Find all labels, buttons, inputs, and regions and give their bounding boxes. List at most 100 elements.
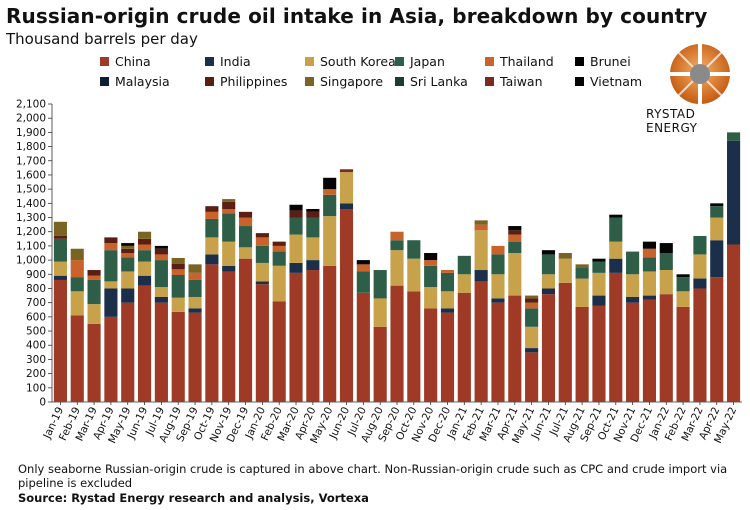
- y-tick-label: 500: [26, 326, 46, 338]
- legend-swatch: [100, 57, 109, 66]
- chart-note: Only seaborne Russian-origin crude is ca…: [18, 462, 728, 490]
- bar-segment-japan: [676, 277, 690, 292]
- bar-segment-vietnam: [323, 177, 337, 190]
- bar-segment-thailand: [508, 234, 522, 242]
- bar-segment-japan: [407, 240, 421, 259]
- bar-segment-philippines: [154, 248, 168, 255]
- bar-segment-philippines: [137, 238, 152, 245]
- bar-segment-thailand: [272, 245, 286, 252]
- bar-segment-china: [154, 302, 168, 402]
- bar-segment-japan: [53, 238, 67, 262]
- bar-segment-south-korea: [339, 172, 354, 204]
- bar-segment-south-korea: [642, 271, 657, 296]
- bar-segment-japan: [626, 251, 640, 275]
- bar-segment-south-korea: [626, 274, 640, 297]
- bar-segment-philippines: [255, 233, 269, 238]
- bar-segment-japan: [373, 270, 387, 299]
- bar-segment-japan: [390, 240, 404, 251]
- bar-segment-thailand: [188, 272, 202, 280]
- bar-segment-japan: [356, 271, 370, 293]
- bar-segment-china: [255, 284, 269, 402]
- chart-title: Russian-origin crude oil intake in Asia,…: [6, 4, 708, 28]
- bar-segment-singapore: [53, 221, 67, 236]
- bar-segment-singapore: [70, 248, 84, 261]
- bar-segment-vietnam: [642, 241, 657, 249]
- bar-segment-india: [474, 270, 488, 282]
- bar-segment-china: [525, 352, 539, 402]
- bar-segment-japan: [541, 254, 556, 275]
- bar-segment-vietnam: [289, 204, 303, 211]
- bar-segment-china: [121, 302, 135, 402]
- bar-segment-japan: [70, 277, 84, 292]
- bar-segment-china: [407, 291, 421, 402]
- legend-label: Singapore: [320, 74, 384, 89]
- bar-segment-india: [693, 278, 707, 289]
- bar-segment-india: [205, 254, 219, 265]
- bar-segment-japan: [205, 218, 219, 238]
- bar-segment-china: [171, 311, 185, 402]
- bar-segment-thailand: [323, 189, 337, 195]
- bar-segment-vietnam: [154, 245, 168, 249]
- y-tick-label: 1,100: [16, 240, 46, 252]
- bar-segment-vietnam: [609, 214, 623, 218]
- bar-segment-china: [508, 295, 522, 402]
- bar-segment-china: [440, 312, 455, 402]
- bar-segment-thailand: [121, 253, 135, 258]
- bar-segment-japan: [87, 279, 101, 305]
- bar-segment-philippines: [53, 235, 67, 239]
- bar-segment-japan: [491, 254, 505, 275]
- bar-segment-thailand: [255, 237, 269, 246]
- bar-segment-china: [222, 271, 236, 402]
- bar-segment-japan: [727, 132, 741, 141]
- legend-swatch: [395, 57, 404, 66]
- bar-segment-thailand: [154, 254, 168, 261]
- bar-segment-china: [626, 302, 640, 402]
- bar-segment-vietnam: [508, 226, 522, 231]
- legend-swatch: [485, 77, 494, 86]
- y-tick-label: 300: [26, 354, 46, 366]
- y-tick-label: 1,900: [16, 127, 46, 139]
- bar-segment-china: [474, 281, 488, 402]
- bar-segment-south-korea: [255, 262, 269, 282]
- legend-item-vietnam: Vietnam: [575, 74, 642, 89]
- bar-segment-japan: [289, 217, 303, 235]
- bar-segment-thailand: [222, 209, 236, 214]
- legend-swatch: [395, 77, 404, 86]
- bar-segment-vietnam: [356, 260, 370, 265]
- bar-segment-south-korea: [205, 237, 219, 255]
- y-tick-label: 1,400: [16, 198, 46, 210]
- bar-segment-thailand: [525, 302, 539, 309]
- legend-label: India: [220, 54, 251, 69]
- bar-segment-japan: [323, 194, 337, 217]
- bar-segment-china: [558, 282, 572, 402]
- bar-segment-india: [339, 203, 354, 210]
- y-tick-label: 0: [39, 397, 46, 409]
- y-tick-label: 1,800: [16, 141, 46, 153]
- legend-item-brunei: Brunei: [575, 54, 631, 69]
- legend-swatch: [205, 77, 214, 86]
- bar-segment-thailand: [642, 248, 657, 258]
- bar-segment-south-korea: [457, 274, 471, 293]
- bar-segment-south-korea: [238, 247, 253, 259]
- bar-segment-singapore: [222, 199, 236, 202]
- bar-segment-japan: [642, 257, 657, 272]
- bar-segment-philippines: [272, 241, 286, 246]
- bar-segment-india: [727, 140, 741, 245]
- bar-segment-south-korea: [407, 258, 421, 292]
- legend-item-japan: Japan: [395, 54, 445, 69]
- bar-segment-japan: [592, 261, 606, 273]
- bar-segment-singapore: [121, 245, 135, 249]
- logo-text: RYSTAD ENERGY: [646, 107, 698, 135]
- legend-swatch: [305, 57, 314, 66]
- bar-segment-china: [676, 306, 690, 402]
- bar-segment-philippines: [508, 230, 522, 235]
- legend-label: China: [115, 54, 151, 69]
- bar-segment-vietnam: [592, 258, 606, 262]
- rystad-logo-icon: [670, 44, 730, 104]
- bar-segment-philippines: [205, 206, 219, 212]
- bar-segment-japan: [710, 206, 724, 218]
- bar-segment-south-korea: [137, 261, 152, 276]
- y-tick-label: 400: [26, 340, 46, 352]
- bar-segment-philippines: [525, 298, 539, 303]
- bar-segment-south-korea: [508, 253, 522, 296]
